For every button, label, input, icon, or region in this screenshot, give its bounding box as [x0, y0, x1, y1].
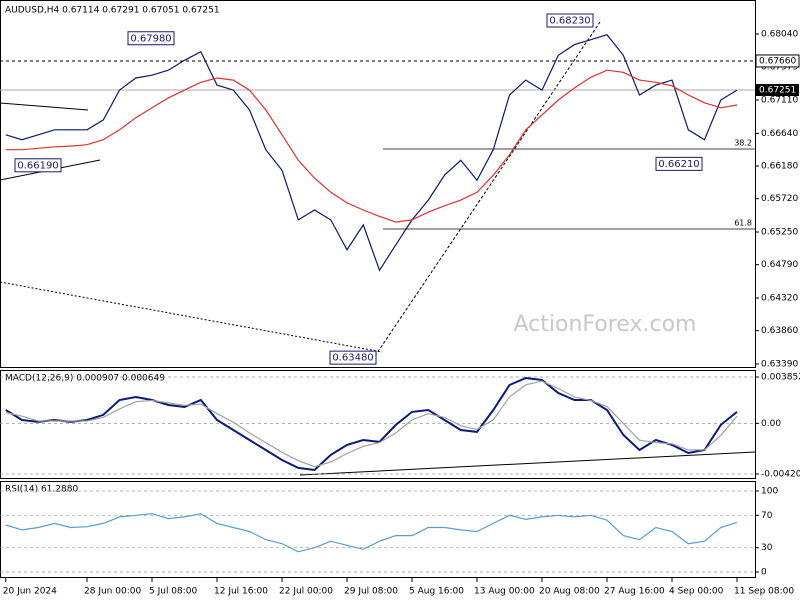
y-tick-label: 0.64790 — [761, 260, 798, 270]
x-tick-label: 20 Jun 2024 — [3, 587, 57, 597]
x-tick-label: 5 Aug 16:00 — [409, 587, 464, 597]
x-tick-label: 13 Aug 00:00 — [474, 587, 535, 597]
y-tick-label: 0.003852 — [761, 372, 800, 382]
trend-line — [374, 21, 601, 357]
rsi-title: RSI(14) 61.2880 — [5, 485, 78, 495]
annotation-box — [546, 13, 594, 28]
fib-label: 61.8 — [734, 219, 752, 228]
macd-panel-frame — [0, 370, 756, 479]
y-tick-label: 0 — [761, 568, 767, 578]
fib-label: 38.2 — [734, 139, 752, 148]
macd-title: MACD(12,26,9) 0.000907 0.000649 — [5, 374, 165, 384]
series-line — [5, 513, 738, 553]
price-label: 0.67251 — [759, 85, 796, 95]
y-tick-label: 0.65250 — [761, 228, 798, 238]
x-tick-label: 29 Jul 08:00 — [344, 587, 398, 597]
annotation-label: 0.66190 — [17, 160, 58, 171]
annotation-box — [14, 158, 62, 173]
annotation-label: 0.63480 — [332, 353, 373, 364]
y-tick-label: 0.65720 — [761, 194, 798, 204]
rsi-panel-frame — [0, 481, 756, 578]
trend-line — [0, 281, 383, 353]
series-line — [5, 69, 738, 223]
x-tick-label: 27 Aug 16:00 — [604, 587, 665, 597]
y-tick-label: 30 — [761, 543, 773, 553]
series-line — [5, 380, 738, 468]
y-tick-label: 0.64320 — [761, 294, 798, 304]
annotation-label: 0.67980 — [130, 33, 171, 44]
y-tick-label: -0.004204 — [761, 469, 800, 479]
y-tick-label: 0.67110 — [761, 96, 798, 106]
y-tick-label: 0.68040 — [761, 29, 798, 39]
price-label-box — [755, 54, 800, 68]
chart-title: AUDUSD,H4 0.67114 0.67291 0.67051 0.6725… — [5, 6, 220, 16]
x-tick-label: 4 Sep 00:00 — [669, 587, 724, 597]
annotation-box — [127, 31, 175, 46]
watermark: ActionForex.com — [514, 312, 697, 337]
annotation-box — [655, 156, 703, 171]
macd-trend-line — [299, 451, 756, 476]
y-tick-label: 0.63390 — [761, 360, 798, 370]
annotation-label: 0.66210 — [658, 159, 699, 170]
x-tick-label: 12 Jul 16:00 — [214, 587, 268, 597]
y-tick-label: 0.66640 — [761, 129, 798, 139]
channel-line — [0, 102, 89, 111]
x-tick-label: 5 Jul 08:00 — [149, 587, 198, 597]
y-tick-label: 0.66180 — [761, 162, 798, 172]
y-tick-label: 70 — [761, 511, 773, 521]
series-line — [5, 376, 738, 472]
x-tick-label: 28 Jun 00:00 — [84, 587, 141, 597]
price-panel-frame — [0, 0, 756, 368]
x-tick-label: 11 Sep 08:00 — [734, 587, 794, 597]
annotation-box — [329, 350, 377, 365]
x-tick-label: 20 Aug 08:00 — [539, 587, 600, 597]
x-tick-label: 22 Jul 00:00 — [279, 587, 333, 597]
y-tick-label: 0.67575 — [761, 62, 798, 72]
y-tick-label: 100 — [761, 487, 778, 497]
price-label-box — [756, 83, 799, 96]
annotation-label: 0.68230 — [549, 16, 590, 27]
y-tick-label: 0.00 — [761, 419, 781, 429]
series-line — [5, 34, 738, 272]
y-tick-label: 0.63860 — [761, 326, 798, 336]
price-label: 0.67660 — [759, 56, 796, 66]
